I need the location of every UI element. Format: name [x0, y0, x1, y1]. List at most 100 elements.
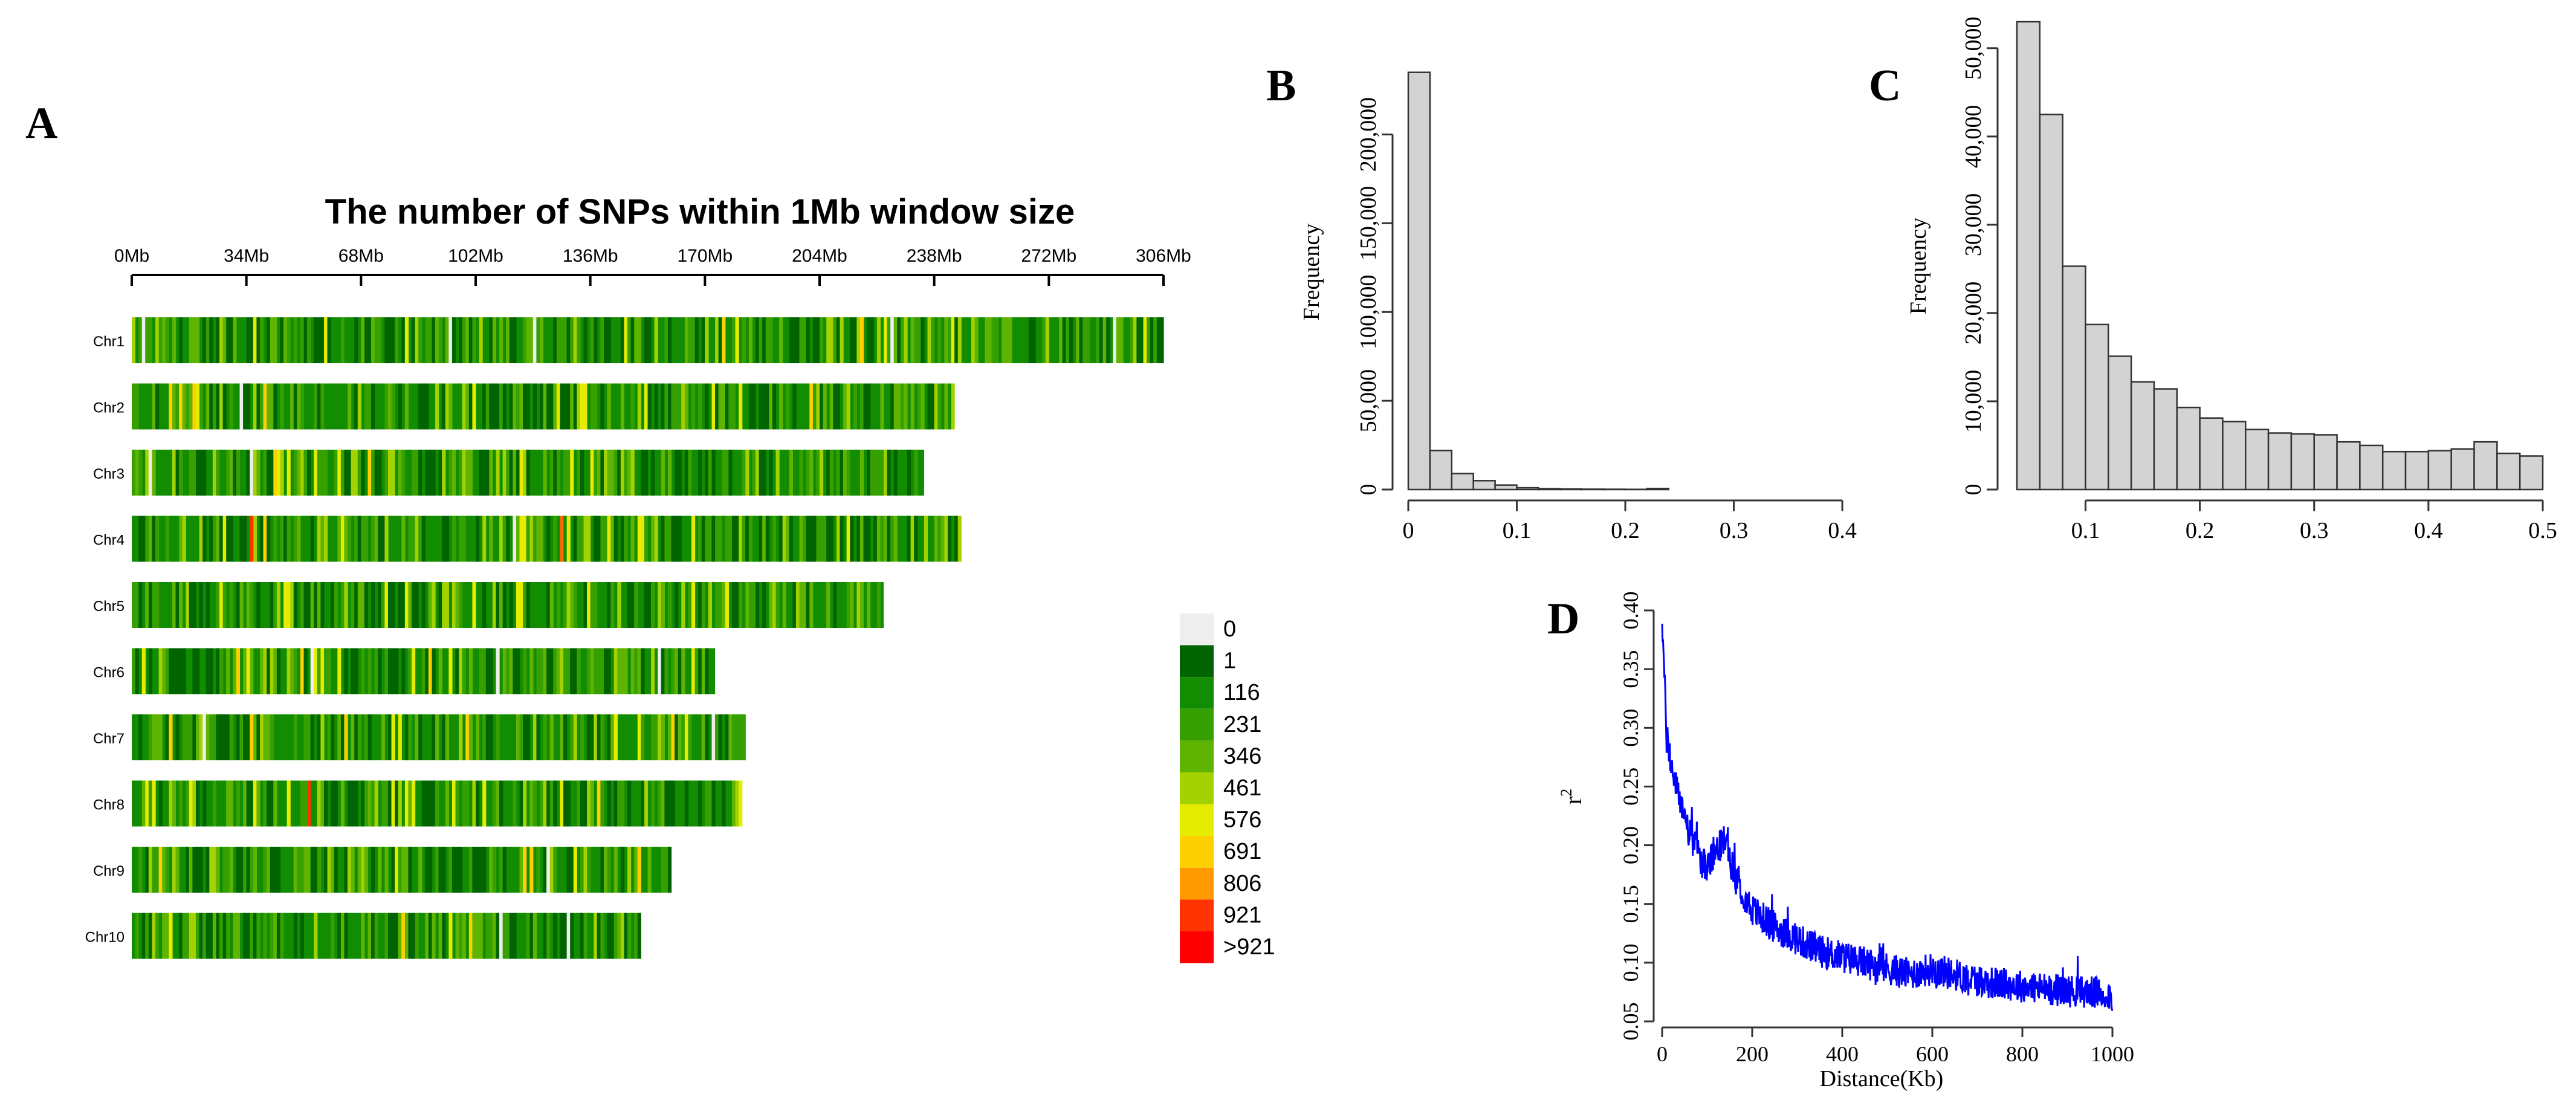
density-window: [1143, 317, 1147, 363]
ld-decay-line: [1661, 624, 2114, 1011]
density-window: [340, 913, 345, 959]
density-window: [421, 516, 426, 562]
density-window: [563, 913, 568, 959]
density-window: [722, 780, 726, 827]
density-window: [782, 516, 786, 562]
density-window: [502, 516, 506, 562]
density-window: [141, 913, 146, 959]
ld-decay-x-tick-label: 200: [1736, 1042, 1769, 1066]
density-window: [236, 648, 241, 694]
density-window: [833, 317, 837, 363]
density-window: [273, 582, 277, 628]
legend-label: 806: [1223, 871, 1261, 896]
density-window: [789, 450, 793, 496]
density-window: [859, 317, 864, 363]
density-window: [300, 780, 305, 827]
histogram-b-y-tick-label: 150,000: [1356, 186, 1381, 261]
density-window: [883, 450, 888, 496]
density-window: [543, 714, 547, 760]
density-window: [320, 648, 325, 694]
density-window: [391, 648, 395, 694]
density-window: [701, 582, 705, 628]
density-window: [1008, 317, 1012, 363]
density-window: [348, 780, 352, 827]
density-window: [297, 847, 301, 893]
density-window: [607, 383, 611, 430]
density-window: [192, 780, 196, 827]
density-window: [148, 450, 153, 496]
density-window: [250, 648, 254, 694]
density-window: [597, 780, 601, 827]
density-window: [148, 714, 153, 760]
density-window: [1096, 317, 1100, 363]
density-window: [701, 317, 705, 363]
density-window: [226, 450, 230, 496]
density-window: [536, 714, 540, 760]
density-window: [465, 714, 470, 760]
density-window: [735, 516, 739, 562]
histogram-c-bars: [2016, 21, 2544, 491]
density-window: [549, 383, 554, 430]
density-window: [661, 847, 665, 893]
histogram-c-x-tick-label: 0.4: [2414, 518, 2443, 543]
density-window: [853, 383, 857, 430]
density-window: [290, 582, 294, 628]
density-window: [340, 317, 345, 363]
histogram-c-bar: [2450, 448, 2475, 491]
density-window: [914, 450, 918, 496]
density-window: [580, 383, 584, 430]
density-window: [739, 582, 743, 628]
density-window: [803, 582, 807, 628]
density-window: [850, 317, 854, 363]
density-window: [664, 317, 668, 363]
density-window: [694, 648, 699, 694]
density-window: [519, 516, 523, 562]
histogram-b-y-label: Frequency: [1299, 224, 1324, 320]
density-window: [401, 450, 406, 496]
density-window: [826, 516, 830, 562]
density-window: [664, 648, 668, 694]
density-window: [678, 450, 682, 496]
density-window: [374, 780, 378, 827]
density-window: [317, 847, 321, 893]
density-window: [270, 780, 274, 827]
histogram-b-bar: [1646, 487, 1670, 491]
density-window: [792, 317, 797, 363]
density-window: [303, 780, 308, 827]
density-window: [340, 516, 345, 562]
density-window: [485, 450, 490, 496]
density-window: [300, 582, 305, 628]
density-window: [876, 582, 881, 628]
density-window: [573, 648, 577, 694]
density-window: [731, 780, 736, 827]
density-window: [428, 913, 433, 959]
density-window: [675, 383, 679, 430]
density-window: [624, 913, 628, 959]
density-window: [516, 582, 520, 628]
density-window: [253, 450, 257, 496]
density-window: [428, 648, 433, 694]
density-window: [195, 648, 200, 694]
density-window: [715, 582, 719, 628]
density-window: [384, 847, 389, 893]
density-window: [570, 383, 574, 430]
density-window: [553, 913, 557, 959]
density-window: [307, 847, 311, 893]
density-window: [1005, 317, 1009, 363]
density-window: [418, 450, 422, 496]
density-window: [317, 516, 321, 562]
density-window: [273, 913, 277, 959]
density-window: [152, 450, 156, 496]
density-window: [253, 913, 257, 959]
ld-decay-x-tick-label: 600: [1916, 1042, 1949, 1066]
density-window: [199, 582, 203, 628]
density-window: [563, 780, 568, 827]
density-window: [273, 847, 277, 893]
density-window: [624, 450, 628, 496]
density-window: [415, 913, 419, 959]
density-window: [404, 847, 409, 893]
density-window: [229, 516, 233, 562]
density-window: [344, 913, 348, 959]
density-window: [836, 450, 841, 496]
density-window: [371, 780, 375, 827]
